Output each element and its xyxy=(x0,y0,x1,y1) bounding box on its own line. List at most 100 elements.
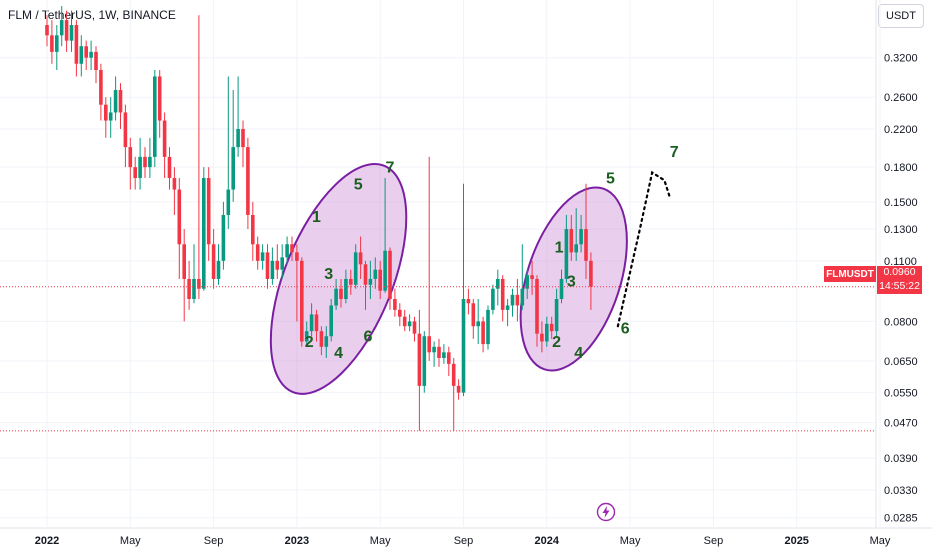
candle xyxy=(496,269,500,306)
y-tick-label: 0.0285 xyxy=(884,513,918,525)
wave-label: 6 xyxy=(363,328,372,345)
candle-body xyxy=(84,46,88,58)
wave-label: 5 xyxy=(606,171,615,188)
candle xyxy=(432,341,436,367)
candle-body xyxy=(202,178,206,289)
candle-body xyxy=(344,278,348,299)
candle-body xyxy=(456,385,461,393)
y-tick-label: 0.0470 xyxy=(884,418,918,430)
candle-body xyxy=(123,112,128,148)
candle xyxy=(251,201,255,261)
candle-body xyxy=(64,20,69,41)
candle-body xyxy=(373,269,378,279)
candle xyxy=(569,214,574,261)
candle xyxy=(437,338,441,367)
candle xyxy=(417,309,422,431)
candle xyxy=(270,247,275,285)
overlays: 1 2 3 4 5 6 7 1 2 3 4 5 6 7 xyxy=(0,144,876,432)
candle-body xyxy=(589,260,593,287)
candle xyxy=(334,278,338,310)
candle xyxy=(461,183,466,397)
candle-body xyxy=(549,323,554,332)
candle xyxy=(295,244,299,322)
candle-body xyxy=(153,76,157,157)
candle-body xyxy=(358,252,363,265)
candle xyxy=(216,244,221,285)
candle-body xyxy=(402,316,407,327)
lightning-icon[interactable] xyxy=(596,502,616,522)
candle xyxy=(153,69,157,168)
candle xyxy=(167,147,172,190)
candle-body xyxy=(432,346,436,353)
wave-label: 1 xyxy=(312,209,321,226)
candle-body xyxy=(530,275,534,279)
wave-ellipse xyxy=(269,163,408,395)
candle xyxy=(202,167,206,291)
candle-body xyxy=(94,51,98,70)
candle-body xyxy=(295,252,299,261)
candle xyxy=(226,76,231,230)
candle-body xyxy=(471,303,476,327)
candle xyxy=(157,69,162,138)
candle xyxy=(363,260,368,310)
candle-body xyxy=(481,321,485,345)
y-tick-label: 0.0390 xyxy=(884,453,918,465)
candle-body xyxy=(260,252,265,261)
candle xyxy=(476,298,480,345)
candle-body xyxy=(270,260,275,279)
candle-body xyxy=(187,278,191,299)
candle xyxy=(353,244,358,289)
y-tick-label: 0.1100 xyxy=(884,256,917,268)
wave-label: 4 xyxy=(334,345,343,362)
candle xyxy=(584,183,588,279)
x-tick-label: 2025 xyxy=(784,535,808,547)
candle xyxy=(79,35,84,77)
candle-body xyxy=(162,120,167,157)
x-tick-label: May xyxy=(120,535,141,547)
candle-body xyxy=(579,229,583,245)
candle xyxy=(530,260,534,295)
candle-body xyxy=(192,278,196,299)
candle xyxy=(456,379,461,400)
candle xyxy=(69,10,74,52)
y-axis: 0.3200 0.2600 0.2200 0.1800 0.1500 0.1300 0.11… xyxy=(884,53,918,525)
candle xyxy=(554,288,559,337)
candle-body xyxy=(417,333,422,386)
candle-body xyxy=(177,189,182,245)
candle xyxy=(64,10,69,52)
candle-body xyxy=(167,156,172,179)
wave-label: 1 xyxy=(555,239,564,256)
candle xyxy=(246,137,250,230)
candle-body xyxy=(564,229,569,279)
candle xyxy=(383,178,387,293)
candle-body xyxy=(383,250,387,291)
candle-body xyxy=(290,244,294,253)
candle xyxy=(427,156,431,361)
candle-body xyxy=(545,323,549,342)
candle xyxy=(324,326,329,358)
candle-body xyxy=(138,156,142,179)
candle-body xyxy=(113,90,118,113)
candle-body xyxy=(491,288,495,310)
candle-body xyxy=(437,346,441,358)
candle xyxy=(491,284,495,315)
candle-body xyxy=(329,305,333,337)
candle xyxy=(55,25,59,70)
candle-body xyxy=(128,147,133,168)
candle xyxy=(143,147,147,179)
candle xyxy=(133,156,137,190)
wave-label: 3 xyxy=(567,274,576,291)
candle-body xyxy=(118,90,123,113)
currency-selector[interactable]: USDT xyxy=(878,4,924,28)
candle-body xyxy=(398,309,402,317)
candle xyxy=(486,305,490,350)
candle xyxy=(402,309,407,332)
candle xyxy=(138,137,142,190)
last-price-value: 0.0960 xyxy=(883,266,916,278)
candle-body xyxy=(422,336,427,386)
candle xyxy=(265,244,270,289)
candle-body xyxy=(520,288,525,306)
projection-path xyxy=(616,170,671,328)
candle-body xyxy=(216,260,221,279)
